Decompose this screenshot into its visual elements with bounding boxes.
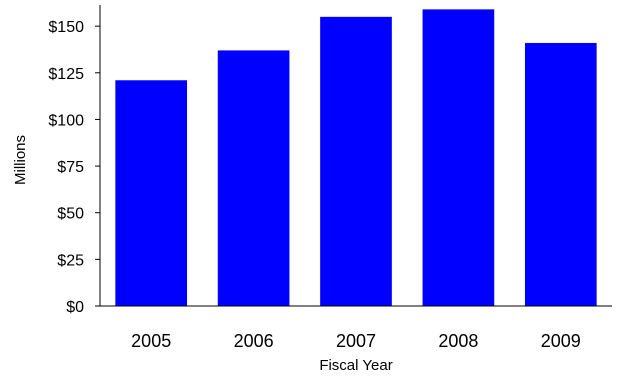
x-tick-label: 2009 bbox=[541, 331, 581, 351]
bar-2008 bbox=[422, 9, 495, 307]
x-tick-label: 2006 bbox=[234, 331, 274, 351]
bar-2007 bbox=[320, 16, 392, 307]
y-tick-labels: $0 $25 $50 $75 $100 $125 $150 bbox=[48, 19, 100, 316]
bar-2006 bbox=[217, 50, 290, 306]
x-tick-labels: 2005 2006 2007 2008 2009 bbox=[131, 331, 581, 351]
y-tick-label: $0 bbox=[66, 299, 84, 316]
y-axis-title: Millions bbox=[12, 135, 29, 185]
y-tick-label: $125 bbox=[48, 66, 84, 83]
y-tick-label: $100 bbox=[48, 112, 84, 129]
y-tick-label: $25 bbox=[57, 252, 84, 269]
x-tick-label: 2005 bbox=[131, 331, 171, 351]
x-tick-label: 2008 bbox=[438, 331, 478, 351]
bars-group bbox=[115, 9, 597, 307]
x-tick-label: 2007 bbox=[336, 331, 376, 351]
bar-2005 bbox=[115, 80, 188, 306]
y-tick-label: $50 bbox=[57, 206, 84, 223]
y-tick-label: $75 bbox=[57, 159, 84, 176]
y-tick-label: $150 bbox=[48, 19, 84, 36]
bar-2009 bbox=[524, 42, 597, 306]
x-axis-title: Fiscal Year bbox=[319, 357, 392, 374]
